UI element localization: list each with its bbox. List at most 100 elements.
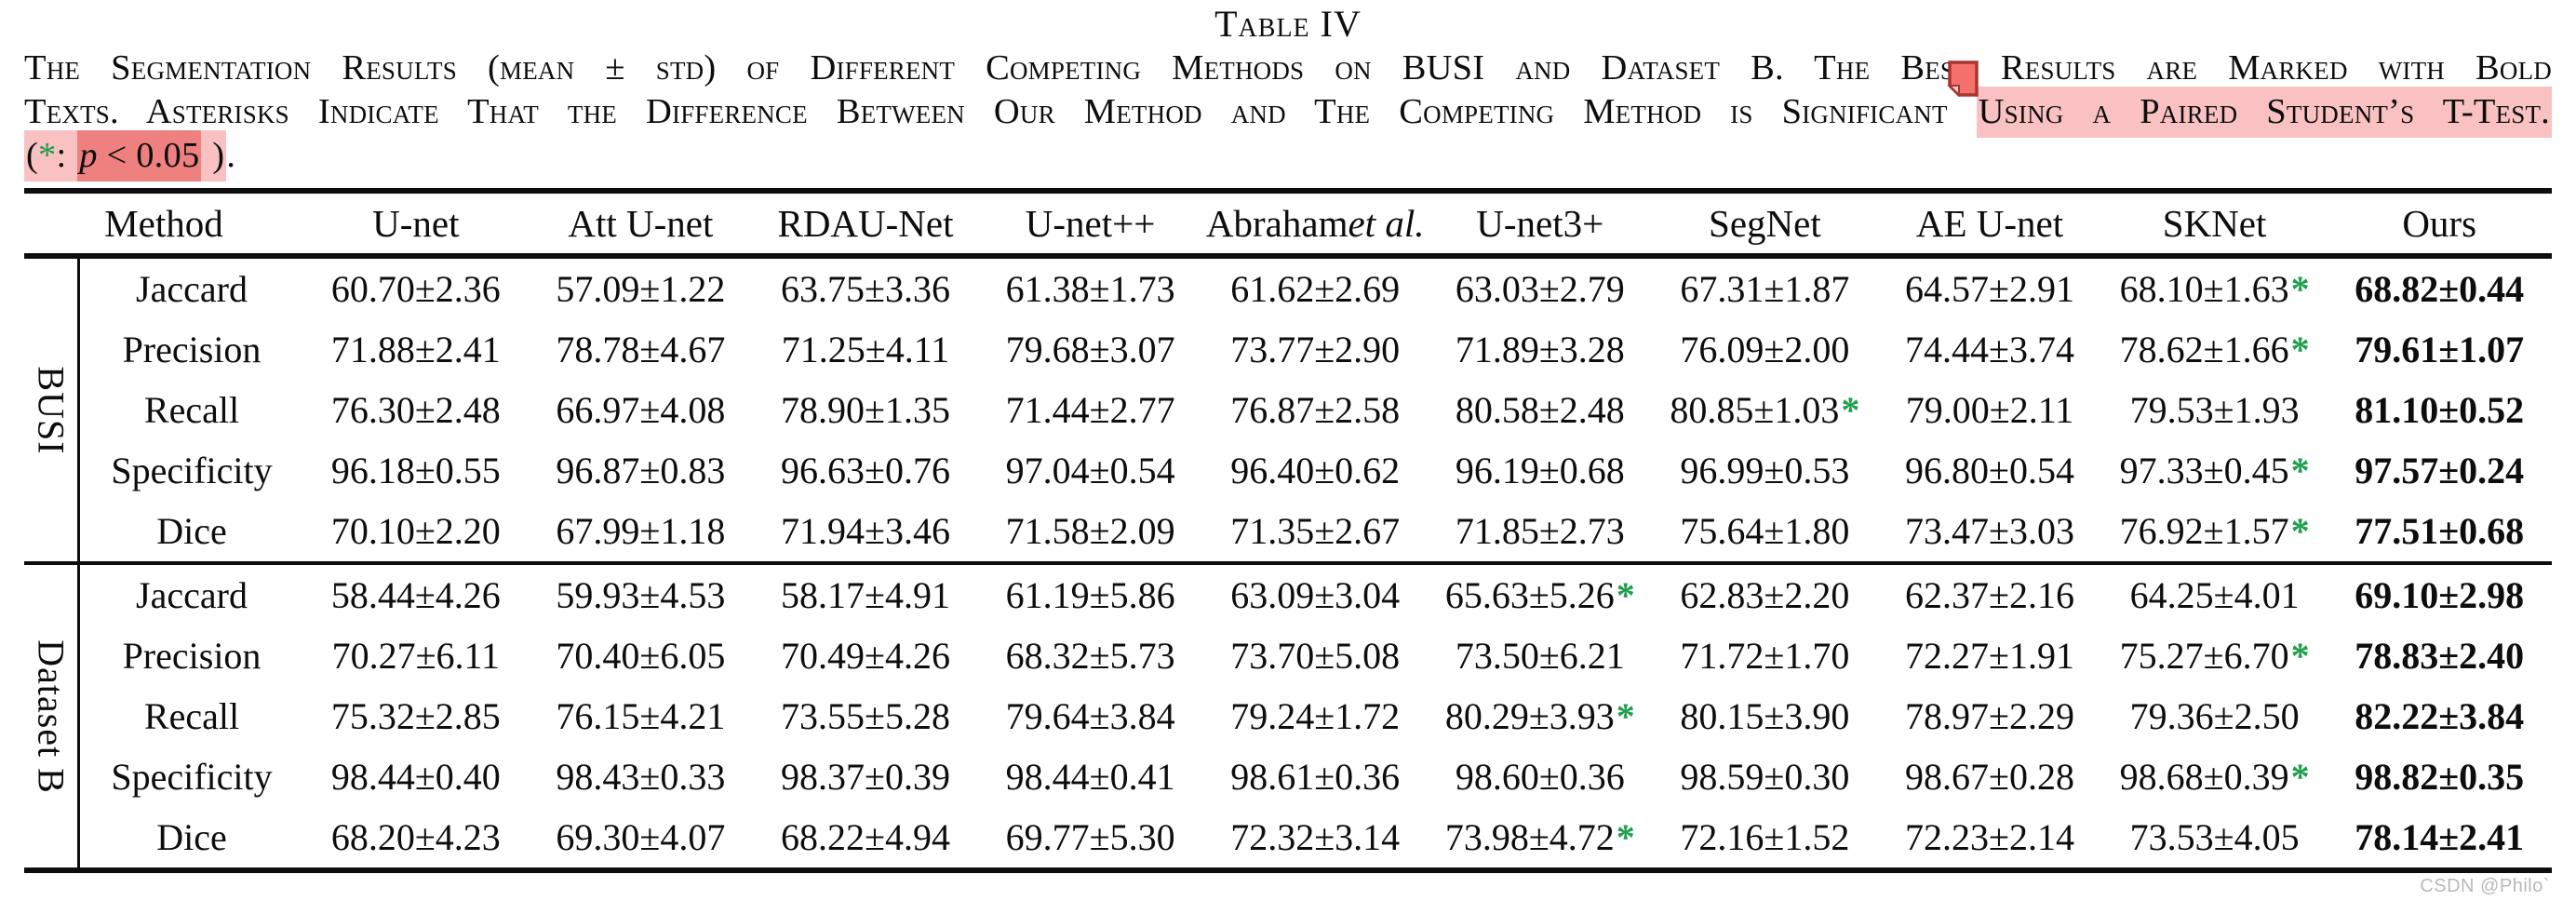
value-cell: 68.22±4.94	[781, 816, 950, 858]
value-cell: 71.89±3.28	[1455, 329, 1625, 370]
asterisk-legend-icon: *	[38, 136, 57, 175]
value-cell: 73.77±2.90	[1230, 329, 1401, 370]
value-cell: 73.47±3.03	[1905, 510, 2074, 552]
metric-cell-dice: Dice	[156, 816, 227, 858]
value-cell: 61.62±2.69	[1230, 268, 1401, 310]
table-header-row: Method U-net Att U-net RDAU-Net U-net++ Abrah…	[24, 188, 2552, 259]
value-cell: 98.60±0.36	[1455, 756, 1625, 798]
value-cell: 71.72±1.70	[1680, 635, 1850, 677]
value-cell: 72.16±1.52	[1680, 816, 1850, 858]
metric-cell-dice: Dice	[156, 510, 227, 552]
value-cell: 63.03±2.79	[1455, 268, 1625, 310]
value-cell: 60.70±2.36	[330, 268, 501, 310]
value-cell: 68.20±4.23	[330, 816, 501, 858]
value-cell: 96.40±0.62	[1230, 450, 1401, 491]
value-cell: 98.43±0.33	[556, 756, 726, 798]
group-cell-busi: BUSI	[24, 259, 80, 561]
value-cell: 73.55±5.28	[781, 695, 950, 737]
column-header-u-net3: U-net3+	[1476, 202, 1604, 245]
value-cell: 80.29±3.93 *	[1444, 695, 1635, 737]
value-cell: 71.35±2.67	[1230, 510, 1401, 552]
metric-cell-specificity: Specificity	[111, 756, 273, 798]
value-cell: 68.32±5.73	[1005, 635, 1175, 677]
value-cell: 79.24±1.72	[1230, 695, 1401, 737]
caption-line-1: The Segmentation Results (mean ± std) of…	[24, 47, 2552, 90]
caption-line-2: Texts. Asterisks Indicate That the Diffe…	[24, 87, 2552, 138]
column-header-ae-u-net: AE U-net	[1915, 202, 2064, 245]
caption-paren-open: (*:	[24, 130, 78, 182]
value-cell: 96.87±0.83	[556, 450, 726, 491]
table-title: Table IV	[1214, 3, 1362, 45]
value-cell: 78.14±2.41	[2355, 816, 2525, 858]
value-cell: 79.36±2.50	[2129, 695, 2300, 737]
value-cell: 66.97±4.08	[556, 389, 726, 431]
value-cell: 79.68±3.07	[1005, 329, 1175, 370]
value-cell: 71.94±3.46	[781, 510, 950, 552]
column-header-ours: Ours	[2402, 202, 2477, 245]
significance-star-icon: *	[2290, 329, 2310, 370]
value-cell: 78.78±4.67	[556, 329, 726, 370]
value-cell: 65.63±5.26 *	[1444, 574, 1635, 616]
value-cell: 72.27±1.91	[1905, 635, 2074, 677]
value-cell: 58.44±4.26	[330, 574, 501, 616]
table-body: BUSI Jaccard 60.70±2.36 57.09±1.22 63.75±3.3…	[24, 259, 2552, 873]
significance-star-icon: *	[1616, 816, 1635, 858]
value-cell: 80.58±2.48	[1455, 389, 1625, 431]
metric-cell-precision: Precision	[122, 635, 262, 677]
value-cell: 78.83±2.40	[2355, 635, 2525, 677]
results-table: Method U-net Att U-net RDAU-Net U-net++ Abrah…	[24, 188, 2552, 873]
value-cell: 82.22±3.84	[2355, 695, 2525, 737]
value-cell: 73.98±4.72 *	[1444, 816, 1635, 858]
value-cell: 72.32±3.14	[1230, 816, 1401, 858]
group-label-dataset-b: Dataset B	[30, 639, 72, 794]
significance-star-icon: *	[2290, 450, 2310, 491]
value-cell: 71.58±2.09	[1005, 510, 1175, 552]
value-cell: 62.37±2.16	[1905, 574, 2074, 616]
value-cell: 58.17±4.91	[781, 574, 950, 616]
table-section-busi: BUSI Jaccard 60.70±2.36 57.09±1.22 63.75±3.3…	[24, 259, 2552, 561]
value-cell: 80.85±1.03 *	[1670, 389, 1860, 431]
caption-highlighted-phrase: Using a Paired Student’s T-Test.	[1976, 87, 2552, 138]
value-cell: 67.99±1.18	[556, 510, 726, 552]
caption-line-3: (*: p < 0.05 ).	[24, 130, 2552, 182]
column-header-u-net: U-net	[372, 202, 460, 245]
value-cell: 59.93±4.53	[556, 574, 726, 616]
value-cell: 79.64±3.84	[1005, 695, 1175, 737]
metric-cell-specificity: Specificity	[111, 450, 273, 491]
value-cell: 67.31±1.87	[1680, 268, 1850, 310]
metric-cell-recall: Recall	[143, 389, 240, 431]
value-cell: 57.09±1.22	[556, 268, 726, 310]
value-cell: 78.97±2.29	[1905, 695, 2074, 737]
value-cell: 98.68±0.39 *	[2119, 756, 2310, 798]
value-cell: 97.57±0.24	[2355, 450, 2525, 491]
value-cell: 76.09±2.00	[1680, 329, 1850, 370]
column-header-method: Method	[104, 202, 223, 245]
value-cell: 96.80±0.54	[1905, 450, 2074, 491]
table-caption: The Segmentation Results (mean ± std) of…	[24, 47, 2552, 182]
value-cell: 72.23±2.14	[1905, 816, 2074, 858]
value-cell: 61.19±5.86	[1005, 574, 1175, 616]
metric-cell-precision: Precision	[122, 329, 262, 370]
value-cell: 98.82±0.35	[2355, 756, 2525, 798]
significance-star-icon: *	[1841, 389, 1860, 431]
significance-star-icon: *	[2290, 756, 2310, 798]
value-cell: 76.15±4.21	[556, 695, 726, 737]
column-header-abraham-et-al: Abraham et al.	[1205, 202, 1425, 245]
value-cell: 70.27±6.11	[331, 635, 501, 677]
value-cell: 68.10±1.63 *	[2119, 268, 2310, 310]
metric-cell-jaccard: Jaccard	[136, 574, 248, 616]
column-header-sknet: SKNet	[2162, 202, 2267, 245]
value-cell: 75.32±2.85	[330, 695, 501, 737]
value-cell: 96.19±0.68	[1455, 450, 1625, 491]
column-header-segnet: SegNet	[1709, 202, 1821, 245]
value-cell: 75.64±1.80	[1680, 510, 1850, 552]
value-cell: 73.53±4.05	[2129, 816, 2300, 858]
value-cell: 73.70±5.08	[1230, 635, 1401, 677]
value-cell: 76.30±2.48	[330, 389, 501, 431]
caption-paren-close: )	[201, 130, 227, 182]
caption-line-2-text: Texts. Asterisks Indicate That the Diffe…	[24, 92, 1977, 131]
watermark: CSDN @Philo`	[2420, 876, 2550, 896]
significance-star-icon: *	[2290, 268, 2310, 310]
value-cell: 69.10±2.98	[2355, 574, 2525, 616]
value-cell: 64.25±4.01	[2129, 574, 2300, 616]
